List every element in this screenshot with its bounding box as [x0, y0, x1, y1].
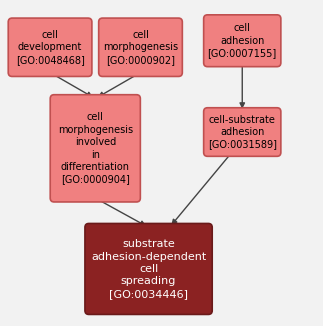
Text: cell-substrate
adhesion
[GO:0031589]: cell-substrate adhesion [GO:0031589]: [208, 115, 277, 149]
FancyBboxPatch shape: [203, 108, 281, 156]
Text: cell
morphogenesis
involved
in
differentiation
[GO:0000904]: cell morphogenesis involved in different…: [58, 112, 133, 184]
Text: cell
adhesion
[GO:0007155]: cell adhesion [GO:0007155]: [208, 23, 277, 58]
FancyBboxPatch shape: [8, 18, 92, 77]
Text: cell
development
[GO:0048468]: cell development [GO:0048468]: [16, 30, 85, 65]
FancyBboxPatch shape: [85, 224, 212, 314]
FancyBboxPatch shape: [50, 95, 141, 202]
FancyBboxPatch shape: [99, 18, 182, 77]
Text: substrate
adhesion-dependent
cell
spreading
[GO:0034446]: substrate adhesion-dependent cell spread…: [91, 239, 206, 299]
FancyBboxPatch shape: [203, 15, 281, 67]
Text: cell
morphogenesis
[GO:0000902]: cell morphogenesis [GO:0000902]: [103, 30, 178, 65]
